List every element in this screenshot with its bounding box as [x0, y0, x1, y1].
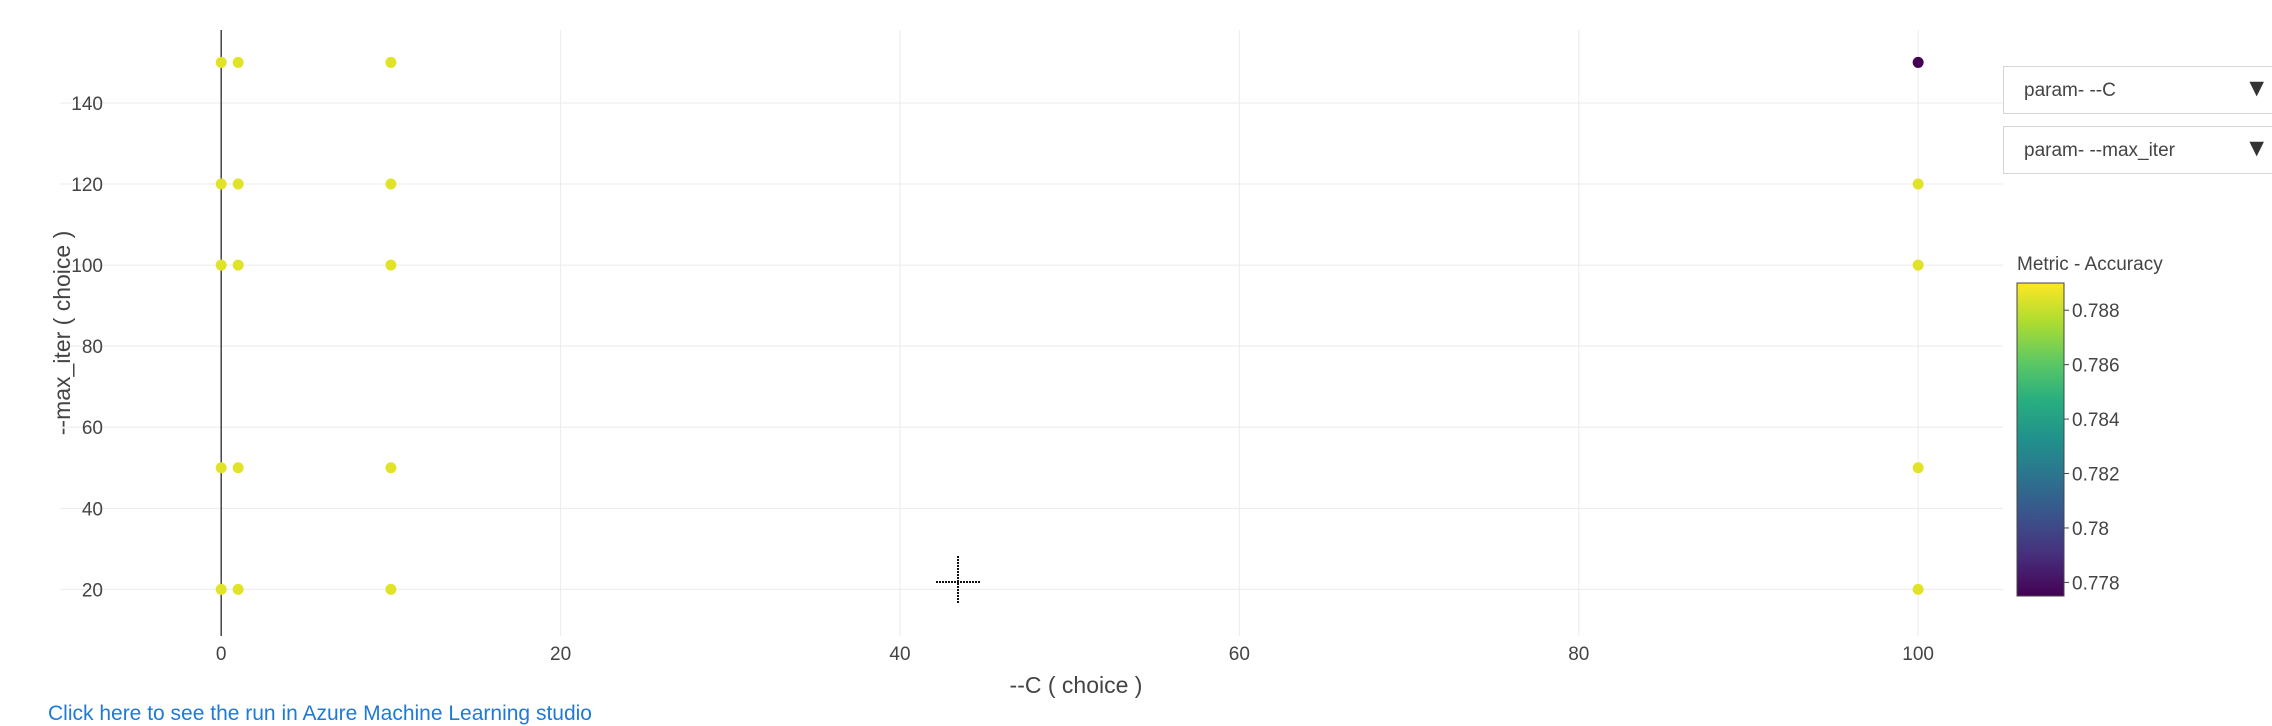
- x-param-dropdown-label: param- --C: [2024, 80, 2116, 101]
- colorbar-tick-label: 0.788: [2072, 301, 2120, 322]
- data-point[interactable]: [385, 259, 397, 271]
- x-tick-label: 80: [1568, 644, 1589, 665]
- y-tick-label: 120: [71, 175, 103, 196]
- data-point[interactable]: [385, 462, 397, 474]
- y-param-dropdown[interactable]: param- --max_iter ▼: [2003, 126, 2272, 174]
- x-param-dropdown[interactable]: param- --C ▼: [2003, 66, 2272, 114]
- x-axis-title: --C ( choice ): [1010, 672, 1143, 698]
- data-point[interactable]: [385, 583, 397, 595]
- y-tick-label: 100: [71, 256, 103, 277]
- data-point[interactable]: [385, 56, 397, 68]
- colorbar-tick-label: 0.78: [2072, 519, 2109, 540]
- crosshair-cursor-icon: [936, 556, 980, 604]
- plot-grid: [60, 30, 2003, 636]
- data-point[interactable]: [1912, 56, 1924, 68]
- dropdown-arrow-icon: ▼: [2249, 77, 2264, 99]
- colorbar-gradient: [2016, 282, 2065, 597]
- colorbar-tick-label: 0.778: [2072, 573, 2120, 594]
- y-tick-label: 20: [82, 580, 103, 601]
- dropdown-arrow-icon: ▼: [2249, 137, 2264, 159]
- data-point[interactable]: [1912, 583, 1924, 595]
- data-point[interactable]: [232, 178, 244, 190]
- data-point[interactable]: [215, 56, 227, 68]
- y-param-dropdown-label: param- --max_iter: [2024, 140, 2175, 161]
- data-point[interactable]: [385, 178, 397, 190]
- y-tick-label: 60: [82, 418, 103, 439]
- y-tick-labels: 20 40 60 80 100 120 140: [71, 94, 103, 601]
- colorbar-tick-label: 0.784: [2072, 410, 2120, 431]
- data-point[interactable]: [232, 583, 244, 595]
- colorbar-ticks: 0.788 0.786 0.784 0.782 0.78 0.778: [2064, 301, 2120, 594]
- data-point[interactable]: [232, 462, 244, 474]
- x-tick-label: 20: [550, 644, 571, 665]
- y-axis-title: --max_iter ( choice ): [49, 231, 75, 435]
- data-point[interactable]: [232, 56, 244, 68]
- y-tick-label: 40: [82, 499, 103, 520]
- x-tick-label: 60: [1229, 644, 1250, 665]
- colorbar-tick-label: 0.786: [2072, 356, 2120, 377]
- colorbar: Metric - Accuracy 0.7880.7860.7840.7820.…: [2016, 254, 2163, 597]
- y-tick-label: 140: [71, 94, 103, 115]
- studio-link[interactable]: Click here to see the run in Azure Machi…: [48, 702, 592, 725]
- x-tick-label: 100: [1902, 644, 1934, 665]
- data-point[interactable]: [1912, 259, 1924, 271]
- x-tick-label: 40: [889, 644, 910, 665]
- data-point[interactable]: [215, 583, 227, 595]
- data-point[interactable]: [215, 462, 227, 474]
- data-point[interactable]: [1912, 178, 1924, 190]
- y-tick-label: 80: [82, 337, 103, 358]
- colorbar-tick-label: 0.782: [2072, 465, 2120, 486]
- data-point[interactable]: [1912, 462, 1924, 474]
- x-tick-labels: 0 20 40 60 80 100: [216, 644, 1934, 665]
- x-tick-label: 0: [216, 644, 227, 665]
- data-point[interactable]: [232, 259, 244, 271]
- data-points[interactable]: [215, 56, 1924, 595]
- colorbar-title: Metric - Accuracy: [2017, 254, 2163, 275]
- data-point[interactable]: [215, 259, 227, 271]
- data-point[interactable]: [215, 178, 227, 190]
